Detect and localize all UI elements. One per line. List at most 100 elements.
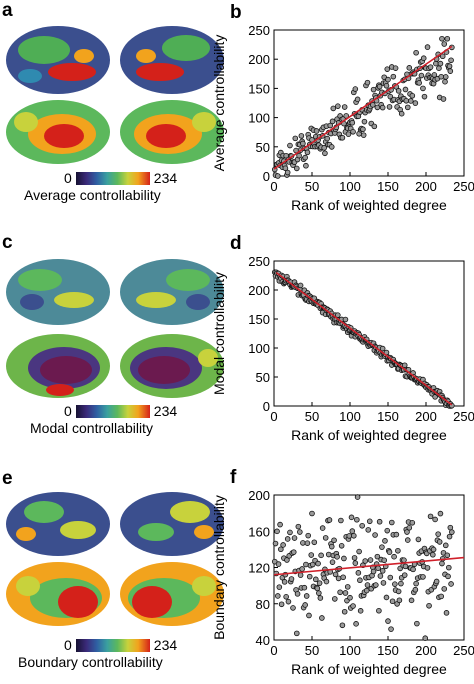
scatter-point — [416, 80, 422, 86]
scatter-point — [327, 122, 334, 129]
colorbar-min-label: 0 — [64, 403, 72, 419]
scatter-point — [444, 35, 451, 42]
medial-left-hemisphere — [6, 562, 110, 626]
x-tick-label: 100 — [339, 643, 361, 658]
lateral-left-hemisphere — [6, 26, 110, 94]
scatter-point — [281, 579, 288, 585]
scatter-point — [443, 610, 450, 616]
scatter-point — [404, 529, 410, 535]
scatter-point — [379, 568, 386, 574]
scatter-point — [354, 516, 360, 523]
medial-right-hemisphere — [120, 562, 224, 626]
scatter-point — [402, 563, 409, 570]
colorbar-gradient — [75, 404, 150, 418]
x-tick-label: 50 — [305, 179, 319, 194]
x-tick-label: 50 — [305, 409, 319, 424]
scatter-point — [291, 535, 298, 541]
fit-line — [273, 556, 465, 576]
scatter-point — [341, 104, 348, 110]
scatter-point — [370, 568, 377, 575]
scatter-point — [290, 549, 297, 555]
y-tick-label: 100 — [248, 111, 270, 126]
scatter-point — [442, 74, 449, 80]
scatter-point — [408, 597, 415, 604]
scatter-point — [357, 608, 364, 614]
x-tick-label: 150 — [377, 179, 399, 194]
scatter-point — [438, 73, 445, 80]
scatter-point — [441, 586, 448, 592]
scatter-point — [352, 86, 359, 92]
axes-frame — [273, 29, 465, 177]
scatter-point — [409, 92, 416, 99]
scatter-point — [364, 582, 371, 588]
scatter-point — [288, 576, 295, 582]
fit-line — [273, 45, 453, 170]
scatter-point — [294, 630, 300, 637]
scatter-point — [283, 593, 289, 600]
scatter-point — [385, 618, 391, 624]
scatter-point — [278, 601, 285, 608]
brain-surfaces-modal — [6, 259, 224, 398]
scatter-point — [418, 72, 425, 79]
brain-surfaces-boundary — [6, 492, 224, 626]
scatter-point — [298, 133, 305, 139]
scatter-point — [442, 78, 448, 85]
scatter-point — [313, 128, 320, 134]
colorbar-modal: 0 234 — [64, 403, 177, 419]
scatter-point — [370, 86, 377, 93]
scatter-point — [330, 105, 337, 112]
scatter-point — [361, 118, 368, 125]
scatter-point — [433, 578, 440, 585]
scatter-point — [316, 590, 322, 596]
y-tick-label: 200 — [248, 52, 270, 67]
scatter-point — [294, 165, 300, 172]
x-axis-label: Rank of weighted degree — [291, 197, 447, 213]
scatter-point — [398, 110, 405, 117]
scatter-point — [377, 573, 384, 579]
scatter-point — [449, 529, 455, 535]
scatter-point — [356, 548, 362, 555]
medial-left-hemisphere — [6, 100, 110, 164]
colorbar-min-label: 0 — [64, 637, 72, 653]
scatter-point — [392, 65, 399, 71]
scatter-point — [271, 558, 278, 565]
scatter-point — [379, 104, 386, 111]
scatter-point — [303, 561, 309, 568]
x-tick-label: 200 — [415, 409, 437, 424]
scatter-point — [439, 560, 445, 567]
scatter-point — [321, 145, 327, 151]
scatter-point — [384, 527, 391, 534]
scatter-point — [277, 521, 283, 528]
scatter-point — [402, 86, 409, 93]
scatter-point — [435, 531, 441, 537]
y-tick-label: 160 — [248, 524, 270, 539]
scatter-point — [442, 542, 449, 549]
scatter-point — [280, 542, 286, 548]
scatter-point — [424, 565, 431, 571]
scatter-point — [426, 602, 432, 609]
scatter-point — [346, 533, 353, 539]
scatter-point — [309, 510, 315, 517]
scatter-point — [422, 635, 429, 641]
scatter-point — [348, 514, 355, 521]
scatter-point — [446, 63, 453, 70]
scatter-point — [301, 584, 308, 591]
scatter-point — [385, 76, 391, 83]
scatter-point — [322, 150, 328, 157]
lateral-left-hemisphere — [6, 259, 110, 325]
scatter-point — [375, 565, 381, 572]
scatter-point — [349, 119, 356, 126]
scatter-point — [287, 529, 293, 536]
brain-surfaces-average — [6, 26, 224, 164]
y-tick-label: 200 — [248, 283, 270, 298]
scatter-point — [326, 517, 333, 523]
scatter-point — [285, 598, 292, 605]
y-tick-label: 80 — [256, 597, 270, 612]
scatter-point — [311, 539, 318, 546]
lateral-right-hemisphere — [120, 26, 224, 94]
scatter-point — [410, 566, 416, 573]
scatter-point — [396, 597, 403, 604]
x-tick-label: 250 — [453, 643, 474, 658]
scatter-point — [437, 510, 444, 517]
scatter-point — [360, 126, 366, 133]
